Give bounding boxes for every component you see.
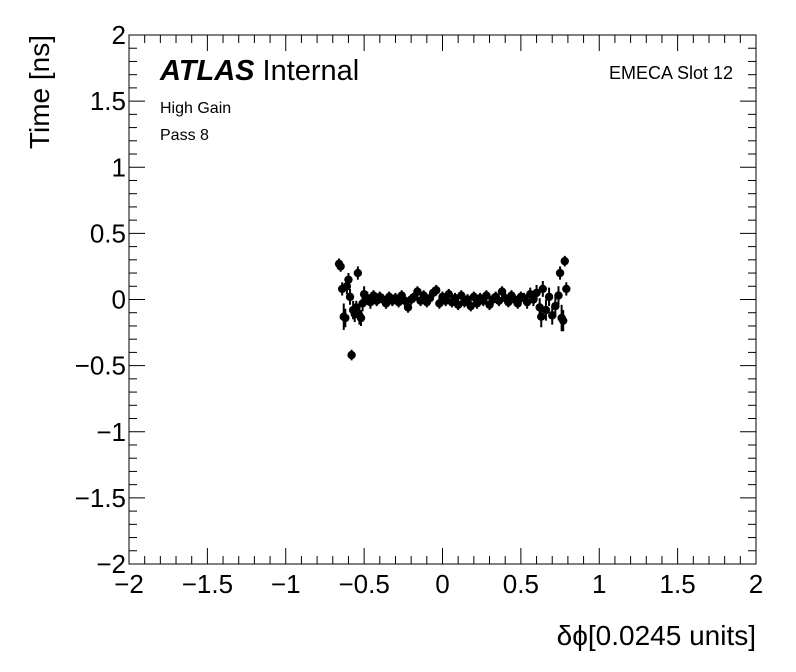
data-point [453,300,463,309]
data-point [548,311,557,320]
data-point [352,303,361,312]
gain-label: High Gain [160,100,231,117]
data-point [551,301,560,311]
data-point [336,262,345,271]
data-point [342,282,352,291]
data-point [413,287,422,296]
x-minor-ticks-bottom [128,548,757,564]
data-point [529,295,538,304]
y-tick-label: −0.5 [75,351,126,381]
data-point [366,297,375,307]
data-point [403,303,413,312]
error-bars [338,255,568,361]
y-tick-label: 2 [112,20,126,50]
data-point [444,290,453,299]
data-point [494,296,504,306]
y-minor-ticks-left [129,34,145,565]
atlas-label: ATLAS Internal [159,55,359,87]
data-point [381,299,391,308]
data-point [535,303,544,312]
y-tick-label: 0.5 [90,218,126,248]
data-point [522,297,532,307]
data-point [532,288,541,298]
y-tick-labels: −2 −1.5 −1 −0.5 0 0.5 1 1.5 2 [75,20,126,579]
data-point [497,287,507,296]
y-tick-label: −1 [96,417,126,447]
data-point [432,286,441,295]
data-point [441,296,450,306]
y-tick-label: −2 [96,549,126,579]
data-point [537,312,546,321]
data-point [419,291,428,300]
pass-label: Pass 8 [160,127,209,144]
data-point [538,284,548,294]
x-axis-title: δϕ[0.0245 units] [557,620,756,651]
y-minor-ticks-right [740,34,756,565]
x-tick-label: 0.5 [503,569,539,599]
data-point [469,292,479,302]
data-points [334,256,571,360]
data-point [435,299,444,308]
data-point [562,284,571,294]
data-point [466,301,475,311]
x-tick-labels: −2 −1.5 −1 −0.5 0 0.5 1 1.5 2 [114,569,763,599]
x-tick-label: 1 [592,569,606,599]
data-point [400,296,410,306]
y-tick-label: −1.5 [75,483,126,513]
data-point [450,293,460,303]
data-point [344,275,353,284]
data-point [482,291,491,300]
data-point [555,268,565,278]
atlas-label-bold: ATLAS [159,55,255,87]
data-point [347,350,356,360]
data-point [541,305,551,315]
atlas-label-internal: Internal [263,55,360,87]
data-point [504,297,513,307]
data-point [558,316,568,325]
data-point [356,313,366,323]
x-tick-label: −1 [271,569,301,599]
data-point [560,256,569,266]
data-point [345,292,355,302]
x-tick-label: 0 [435,569,449,599]
x-tick-label: −1.5 [182,569,233,599]
data-point [513,299,522,308]
data-point [341,313,350,323]
data-point [353,268,363,278]
data-point [457,291,466,300]
y-axis-title: Time [ns] [24,35,55,149]
data-point [554,291,563,300]
x-tick-label: −2 [114,569,144,599]
x-tick-label: 1.5 [660,569,696,599]
x-tick-label: 2 [749,569,763,599]
y-tick-label: 1 [112,152,126,182]
data-point [544,292,554,302]
x-tick-label: −0.5 [338,569,389,599]
data-point [394,297,403,307]
data-point [463,295,472,304]
y-tick-label: 1.5 [90,86,126,116]
slot-label: EMECA Slot 12 [609,63,733,83]
x-minor-ticks-top [128,35,757,51]
y-tick-label: 0 [112,285,126,315]
